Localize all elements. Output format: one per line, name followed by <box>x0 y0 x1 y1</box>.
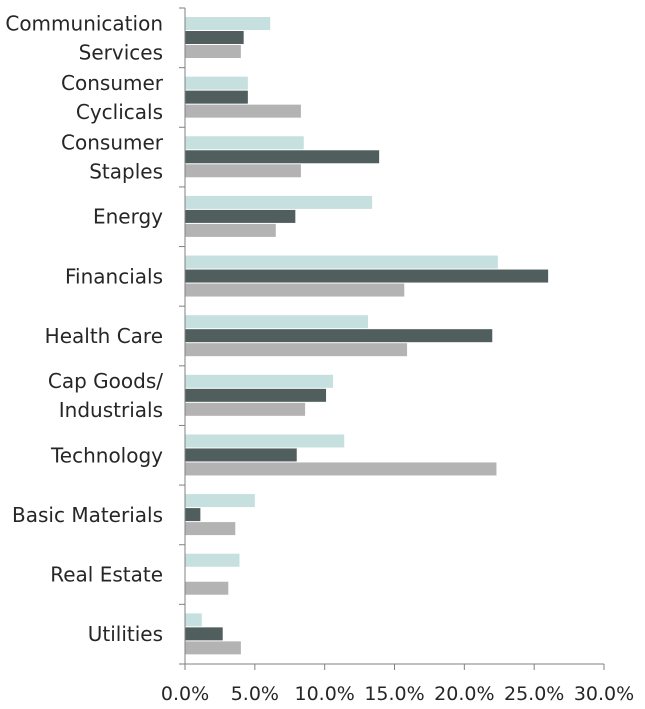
x-tick-label: 25.0% <box>504 683 564 705</box>
bar-communication-services-series-2 <box>185 31 244 44</box>
bar-financials-series-2 <box>185 269 549 283</box>
category-label: Staples <box>89 160 163 184</box>
bar-financials-series-3 <box>185 283 405 297</box>
bar-technology-series-2 <box>185 448 297 462</box>
bar-energy-series-1 <box>185 195 373 209</box>
category-label: Real Estate <box>50 563 163 587</box>
category-label: Consumer <box>61 71 164 95</box>
category-label: Financials <box>65 264 163 288</box>
x-tick-label: 10.0% <box>294 683 354 705</box>
category-label: Communication <box>5 11 163 35</box>
bar-consumer-staples-series-3 <box>185 164 301 178</box>
bar-real-estate-series-3 <box>185 581 229 595</box>
bar-consumer-cyclicals-series-1 <box>185 76 248 90</box>
bar-cap-goods-industrials-series-1 <box>185 374 334 388</box>
bar-health-care-series-2 <box>185 329 493 343</box>
category-label: Industrials <box>59 398 163 422</box>
axes-layer <box>179 7 605 670</box>
bar-financials-series-1 <box>185 255 498 269</box>
bar-utilities-series-3 <box>185 641 241 655</box>
bar-consumer-cyclicals-series-3 <box>185 104 301 118</box>
category-label: Basic Materials <box>12 503 163 527</box>
x-tick-label: 20.0% <box>434 683 494 705</box>
bar-energy-series-3 <box>185 223 276 237</box>
bar-cap-goods-industrials-series-2 <box>185 388 327 402</box>
x-tick-label: 5.0% <box>231 683 279 705</box>
bar-health-care-series-3 <box>185 343 408 357</box>
x-tick-label: 30.0% <box>574 683 634 705</box>
bar-cap-goods-industrials-series-3 <box>185 402 306 416</box>
category-label: Energy <box>93 205 163 229</box>
bar-technology-series-1 <box>185 434 345 448</box>
labels-layer: 0.0% 5.0% 10.0% 15.0% 20.0% 25.0% 30.0% Communi… <box>5 11 634 705</box>
category-label: Technology <box>50 443 163 467</box>
bar-technology-series-3 <box>185 462 497 476</box>
bar-basic-materials-series-2 <box>185 508 201 522</box>
category-label: Utilities <box>88 622 163 646</box>
category-label: Consumer <box>61 131 164 155</box>
bar-communication-services-series-1 <box>185 17 271 30</box>
category-label: Cyclicals <box>76 100 163 124</box>
bar-basic-materials-series-1 <box>185 494 255 508</box>
bar-energy-series-2 <box>185 209 296 223</box>
bar-consumer-staples-series-2 <box>185 150 380 164</box>
bars-layer <box>185 17 549 655</box>
bar-consumer-cyclicals-series-2 <box>185 90 248 104</box>
x-tick-label: 15.0% <box>364 683 424 705</box>
bar-health-care-series-1 <box>185 315 368 329</box>
category-label: Services <box>79 40 163 64</box>
category-label: Cap Goods/ <box>48 369 163 393</box>
bar-utilities-series-2 <box>185 627 223 641</box>
x-tick-label: 0.0% <box>161 683 209 705</box>
category-label: Health Care <box>45 324 163 348</box>
bar-basic-materials-series-3 <box>185 522 236 536</box>
bar-consumer-staples-series-1 <box>185 136 304 150</box>
bar-real-estate-series-1 <box>185 553 240 567</box>
bar-utilities-series-1 <box>185 613 202 627</box>
bar-communication-services-series-3 <box>185 45 241 58</box>
